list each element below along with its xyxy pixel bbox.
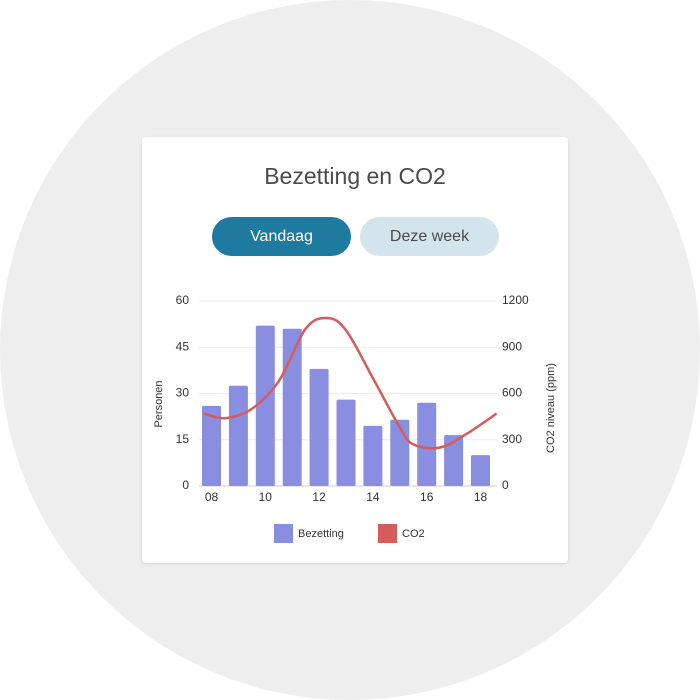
bar-bezetting bbox=[309, 368, 329, 486]
bar-bezetting bbox=[336, 399, 356, 486]
bar-bezetting bbox=[255, 325, 275, 486]
bar-bezetting bbox=[444, 435, 464, 486]
left-axis-ticks: 0 15 30 45 60 bbox=[176, 293, 190, 492]
x-axis-ticks: 08 10 12 14 16 18 bbox=[205, 490, 488, 504]
bar-bezetting bbox=[363, 425, 383, 486]
y2-tick-label: 900 bbox=[502, 339, 522, 353]
x-tick-label: 10 bbox=[259, 490, 273, 504]
x-tick-label: 14 bbox=[366, 490, 380, 504]
bars bbox=[202, 325, 490, 486]
y2-tick-label: 0 bbox=[502, 478, 509, 492]
legend: Bezetting CO2 bbox=[274, 524, 425, 543]
y-axis-label: Personen bbox=[153, 380, 165, 427]
bar-bezetting bbox=[471, 455, 490, 486]
legend-swatch-bezetting bbox=[274, 524, 293, 543]
right-axis-ticks: 0 300 600 900 1200 bbox=[502, 293, 529, 492]
bar-bezetting bbox=[417, 402, 437, 486]
x-tick-label: 18 bbox=[474, 490, 488, 504]
bar-bezetting bbox=[228, 385, 248, 486]
legend-label-bezetting: Bezetting bbox=[298, 528, 344, 540]
y-tick-label: 30 bbox=[176, 386, 190, 400]
legend-swatch-co2 bbox=[378, 524, 397, 543]
x-tick-label: 12 bbox=[312, 490, 326, 504]
y-tick-label: 60 bbox=[176, 293, 190, 307]
bar-bezetting bbox=[202, 405, 221, 486]
legend-label-co2: CO2 bbox=[402, 528, 425, 540]
x-tick-label: 08 bbox=[205, 490, 219, 504]
y-tick-label: 45 bbox=[176, 339, 190, 353]
y2-axis-label: CO2 niveau (ppm) bbox=[545, 363, 557, 453]
x-tick-label: 16 bbox=[420, 490, 434, 504]
chart-card: Bezetting en CO2 Vandaag Deze week 0 15 30… bbox=[142, 137, 568, 563]
y-tick-label: 15 bbox=[176, 432, 190, 446]
tab-deze-week[interactable]: Deze week bbox=[360, 217, 499, 256]
y2-tick-label: 600 bbox=[502, 386, 522, 400]
y2-tick-label: 300 bbox=[502, 432, 522, 446]
tab-vandaag[interactable]: Vandaag bbox=[212, 217, 351, 256]
bar-bezetting bbox=[282, 328, 302, 486]
co2-series-line bbox=[203, 316, 498, 450]
chart-svg: 0 15 30 45 60 0 300 600 900 1200 08 10 12 14 16 18 Pe… bbox=[153, 293, 557, 543]
card-title: Bezetting en CO2 bbox=[264, 163, 446, 189]
y2-tick-label: 1200 bbox=[502, 293, 529, 307]
y-tick-label: 0 bbox=[182, 478, 189, 492]
